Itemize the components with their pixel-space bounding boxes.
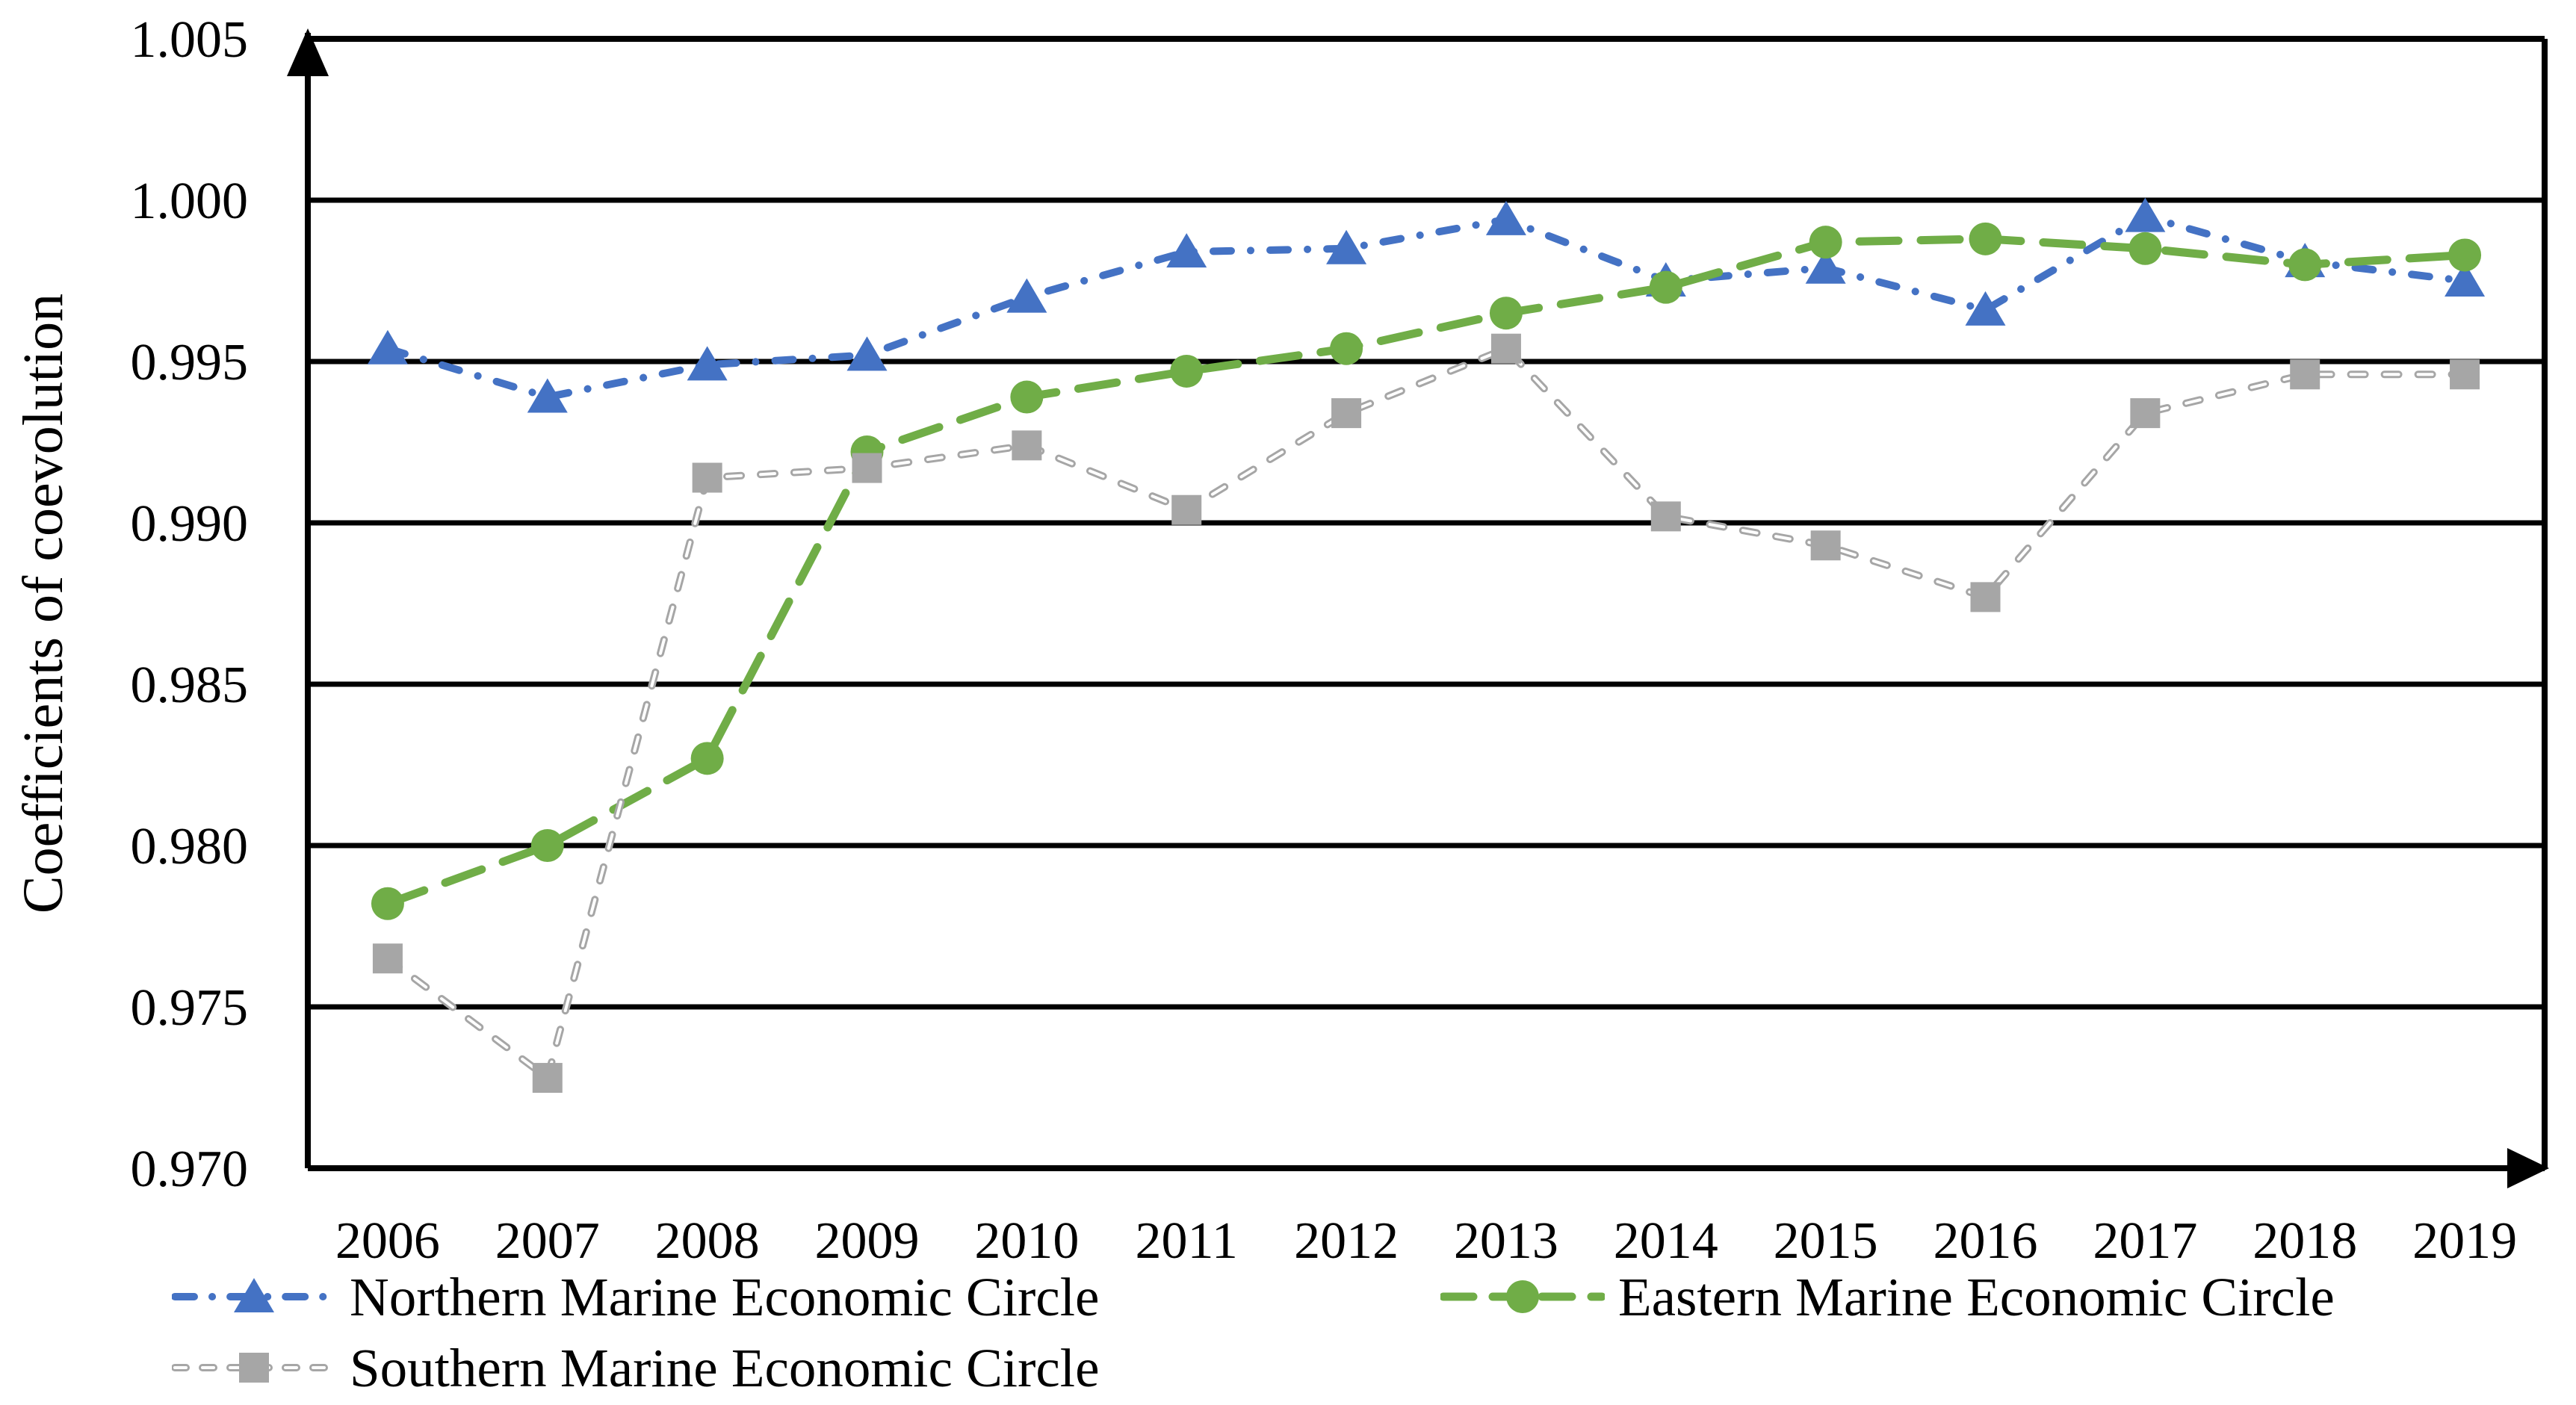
y-tick-label: 0.975 (131, 979, 249, 1037)
legend-marker-northern-triangle-icon (172, 1278, 336, 1312)
marker-s0-2012-triangle-icon (1326, 229, 1367, 264)
x-tick-label: 2015 (1774, 1212, 1878, 1270)
marker-s0-2009-triangle-icon (846, 336, 888, 371)
legend-label-eastern: Eastern Marine Economic Circle (1618, 1266, 2335, 1327)
marker-s0-2007-triangle-icon (527, 378, 568, 413)
marker-s0-2016-triangle-icon (1965, 291, 2006, 326)
x-tick-label: 2007 (495, 1212, 600, 1270)
marker-s2-2011-square-icon (1171, 494, 1202, 525)
y-axis-arrow-icon (287, 28, 329, 76)
marker-s2-2019-square-icon (2450, 359, 2480, 390)
y-tick-label: 1.000 (131, 173, 249, 230)
marker-s2-2008-square-icon (692, 462, 722, 493)
legend-label-southern: Southern Marine Economic Circle (350, 1337, 1100, 1398)
series-line-2 (383, 344, 2469, 1082)
marker-s0-2006-triangle-icon (367, 329, 408, 365)
x-tick-label: 2016 (1933, 1212, 2038, 1270)
marker-s1-2013-circle-icon (1489, 297, 1523, 330)
x-tick-label: 2018 (2253, 1212, 2357, 1270)
marker-s2-2016-square-icon (1970, 582, 2001, 612)
legend-item-northern: Northern Marine Economic Circle (172, 1270, 1099, 1324)
y-tick-label: 0.990 (131, 495, 249, 553)
legend-item-southern: Southern Marine Economic Circle (172, 1341, 1099, 1395)
marker-s1-2008-circle-icon (690, 742, 724, 775)
marker-s0-2011-triangle-icon (1166, 233, 1207, 268)
legend-marker-s0-triangle-icon (234, 1278, 274, 1312)
marker-s2-2017-square-icon (2130, 398, 2161, 429)
marker-s2-2010-square-icon (1012, 430, 1042, 461)
x-tick-label: 2013 (1454, 1212, 1558, 1270)
marker-s1-2007-circle-icon (530, 829, 564, 862)
marker-s0-2008-triangle-icon (687, 346, 728, 381)
marker-s1-2016-circle-icon (1969, 222, 2002, 255)
marker-s2-2012-square-icon (1331, 398, 1362, 429)
marker-s1-2010-circle-icon (1010, 380, 1044, 414)
legend-label-northern: Northern Marine Economic Circle (350, 1266, 1100, 1327)
series-line-0 (383, 212, 2469, 401)
y-tick-label: 0.970 (131, 1141, 249, 1198)
x-tick-label: 2012 (1294, 1212, 1399, 1270)
marker-s2-2009-square-icon (852, 453, 882, 483)
marker-s0-2017-triangle-icon (2125, 197, 2166, 232)
legend-marker-southern-square-icon (172, 1353, 336, 1383)
x-tick-label: 2009 (815, 1212, 920, 1270)
marker-s2-2014-square-icon (1650, 501, 1681, 532)
x-tick-label: 2008 (655, 1212, 760, 1270)
marker-s2-2018-square-icon (2290, 359, 2320, 390)
y-tick-label: 0.985 (131, 657, 249, 714)
marker-s2-2013-square-icon (1490, 333, 1521, 364)
marker-s1-2019-circle-icon (2448, 238, 2482, 272)
marker-s1-2012-circle-icon (1330, 332, 1363, 365)
marker-s1-2014-circle-icon (1649, 270, 1682, 304)
marker-s2-2015-square-icon (1810, 530, 1841, 561)
x-tick-label: 2006 (335, 1212, 440, 1270)
y-axis-title-band: Coefficients of coevolution (6, 39, 81, 1168)
y-tick-label: 0.980 (131, 818, 249, 875)
marker-s1-2018-circle-icon (2288, 248, 2322, 282)
x-axis-arrow-icon (2507, 1148, 2549, 1188)
legend-marker-s1-circle-icon (1506, 1280, 1539, 1313)
x-tick-label: 2017 (2093, 1212, 2197, 1270)
marker-s1-2011-circle-icon (1170, 354, 1204, 388)
marker-s2-2006-square-icon (372, 943, 403, 974)
marker-s1-2015-circle-icon (1809, 226, 1842, 259)
y-tick-label: 0.995 (131, 334, 249, 391)
y-axis-title: Coefficients of coevolution (12, 293, 75, 914)
marker-s0-2013-triangle-icon (1485, 200, 1526, 235)
x-tick-label: 2014 (1614, 1212, 1718, 1270)
x-tick-label: 2011 (1136, 1212, 1238, 1270)
marker-s0-2015-triangle-icon (1805, 249, 1846, 284)
marker-s0-2010-triangle-icon (1006, 278, 1047, 313)
marker-s0-2019-triangle-icon (2445, 262, 2486, 297)
legend-marker-eastern-circle-icon (1440, 1280, 1605, 1313)
x-tick-label: 2010 (974, 1212, 1079, 1270)
marker-s1-2006-circle-icon (371, 887, 404, 920)
marker-s1-2017-circle-icon (2128, 232, 2162, 265)
series-line-core-2 (386, 347, 2467, 1079)
legend-item-eastern: Eastern Marine Economic Circle (1440, 1270, 2335, 1324)
y-tick-label: 1.005 (131, 11, 249, 69)
series-line-1 (383, 235, 2469, 908)
legend-marker-s2-square-icon (239, 1353, 269, 1383)
x-tick-label: 2019 (2412, 1212, 2517, 1270)
marker-s2-2007-square-icon (532, 1063, 563, 1094)
